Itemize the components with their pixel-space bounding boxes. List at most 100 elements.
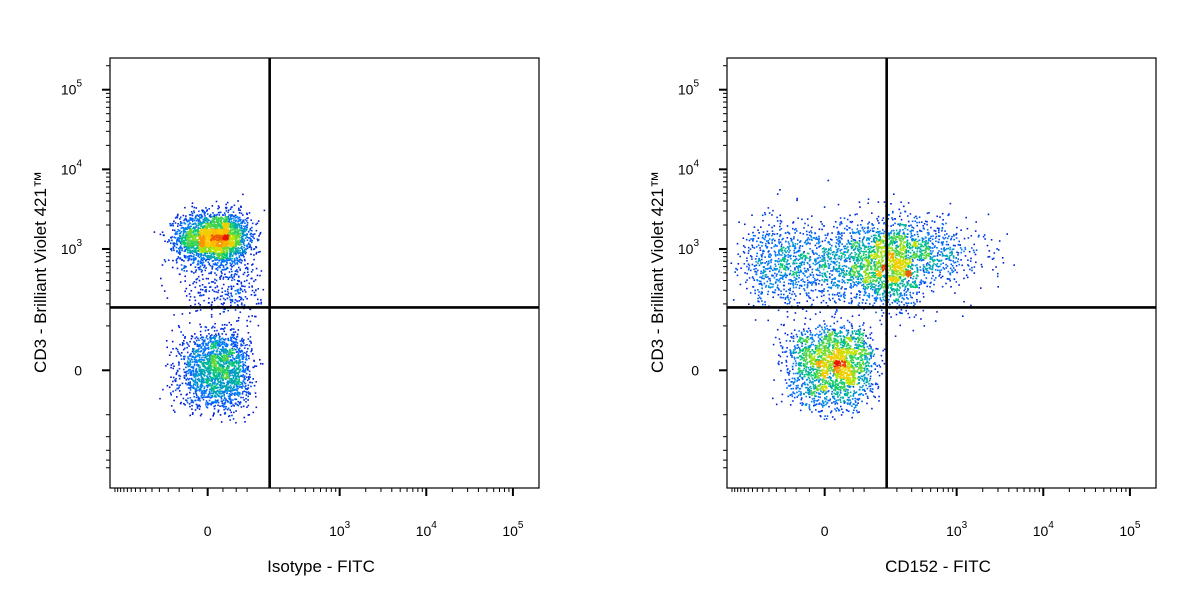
event-dot bbox=[220, 381, 222, 383]
event-dot bbox=[195, 403, 198, 406]
event-dot bbox=[161, 231, 164, 233]
event-dot bbox=[240, 406, 243, 408]
event-dot bbox=[244, 248, 246, 251]
event-dot bbox=[247, 355, 250, 357]
event-dot bbox=[174, 389, 177, 392]
event-dot bbox=[224, 276, 227, 278]
event-dot bbox=[253, 280, 255, 283]
event-dot bbox=[206, 227, 209, 230]
event-dot bbox=[233, 337, 235, 339]
event-dot bbox=[246, 319, 248, 322]
event-dot bbox=[188, 368, 190, 371]
event-dot bbox=[250, 232, 252, 235]
event-dot bbox=[234, 301, 236, 304]
event-dot bbox=[218, 343, 221, 346]
event-dot bbox=[211, 289, 214, 291]
event-dot bbox=[221, 379, 224, 381]
event-dot bbox=[206, 234, 209, 236]
event-dot bbox=[204, 356, 207, 359]
event-dot bbox=[203, 235, 205, 237]
event-dot bbox=[241, 222, 243, 224]
event-dot bbox=[229, 299, 232, 302]
event-dot bbox=[205, 344, 207, 346]
event-dot bbox=[227, 224, 229, 227]
event-dot bbox=[214, 376, 217, 379]
event-dot bbox=[204, 396, 206, 398]
event-dot bbox=[223, 232, 225, 235]
event-dot bbox=[226, 252, 229, 254]
event-dot bbox=[217, 217, 220, 219]
event-dot bbox=[214, 356, 216, 359]
event-dot bbox=[193, 251, 196, 253]
event-dot bbox=[210, 303, 213, 306]
event-dot bbox=[217, 237, 220, 240]
event-dot bbox=[202, 236, 204, 239]
event-dot bbox=[243, 376, 245, 379]
event-dot bbox=[198, 241, 200, 243]
event-dot bbox=[201, 342, 203, 345]
event-dot bbox=[172, 246, 174, 248]
event-dot bbox=[223, 236, 225, 239]
event-dot bbox=[215, 396, 217, 398]
event-dot bbox=[244, 252, 247, 255]
event-dot bbox=[210, 394, 212, 397]
event-dot bbox=[208, 208, 210, 210]
event-dot bbox=[230, 359, 233, 361]
event-dot bbox=[184, 236, 186, 239]
event-dot bbox=[186, 401, 189, 404]
event-dot bbox=[215, 342, 218, 344]
event-dot bbox=[236, 269, 238, 271]
event-dot bbox=[199, 234, 201, 236]
event-dot bbox=[190, 399, 193, 401]
event-dot bbox=[188, 239, 191, 242]
event-dot bbox=[232, 389, 235, 391]
event-dot bbox=[234, 338, 237, 340]
event-dot bbox=[246, 387, 249, 390]
event-dot bbox=[183, 402, 185, 405]
event-dot bbox=[221, 327, 223, 330]
event-dot bbox=[229, 419, 231, 421]
event-dot bbox=[187, 233, 190, 236]
event-dot bbox=[202, 336, 204, 339]
event-dot bbox=[211, 343, 213, 345]
event-dot bbox=[245, 220, 248, 222]
event-dot bbox=[211, 396, 213, 398]
event-dot bbox=[211, 221, 214, 224]
event-dot bbox=[232, 239, 234, 241]
event-dot bbox=[230, 242, 232, 244]
event-dot bbox=[219, 345, 222, 347]
event-dot bbox=[222, 343, 224, 345]
event-dot bbox=[217, 211, 220, 214]
event-dot bbox=[245, 212, 248, 215]
event-dot bbox=[224, 293, 227, 296]
event-dot bbox=[214, 262, 217, 264]
event-dot bbox=[229, 378, 231, 380]
event-dot bbox=[219, 227, 222, 229]
event-dot bbox=[228, 230, 231, 233]
event-dot bbox=[184, 206, 186, 209]
event-dot bbox=[221, 245, 223, 248]
event-dot bbox=[214, 386, 217, 389]
event-dot bbox=[165, 365, 167, 367]
event-dot bbox=[241, 252, 244, 255]
event-dot bbox=[248, 282, 251, 285]
event-dot bbox=[242, 273, 245, 276]
event-dot bbox=[232, 418, 235, 420]
event-dot bbox=[219, 388, 221, 391]
event-dot bbox=[194, 303, 196, 306]
event-dot bbox=[206, 377, 209, 379]
event-dot bbox=[176, 258, 178, 260]
event-dot bbox=[223, 370, 225, 373]
event-dot bbox=[215, 257, 218, 259]
event-dot bbox=[234, 392, 236, 394]
event-dot bbox=[224, 384, 226, 387]
event-dot bbox=[238, 242, 241, 244]
event-dot bbox=[226, 350, 229, 353]
event-dot bbox=[201, 225, 204, 228]
event-dot bbox=[232, 233, 235, 235]
event-dot bbox=[218, 366, 220, 368]
event-dot bbox=[184, 256, 187, 259]
event-dot bbox=[220, 270, 222, 273]
event-dot bbox=[235, 341, 238, 343]
event-dot bbox=[226, 256, 229, 259]
